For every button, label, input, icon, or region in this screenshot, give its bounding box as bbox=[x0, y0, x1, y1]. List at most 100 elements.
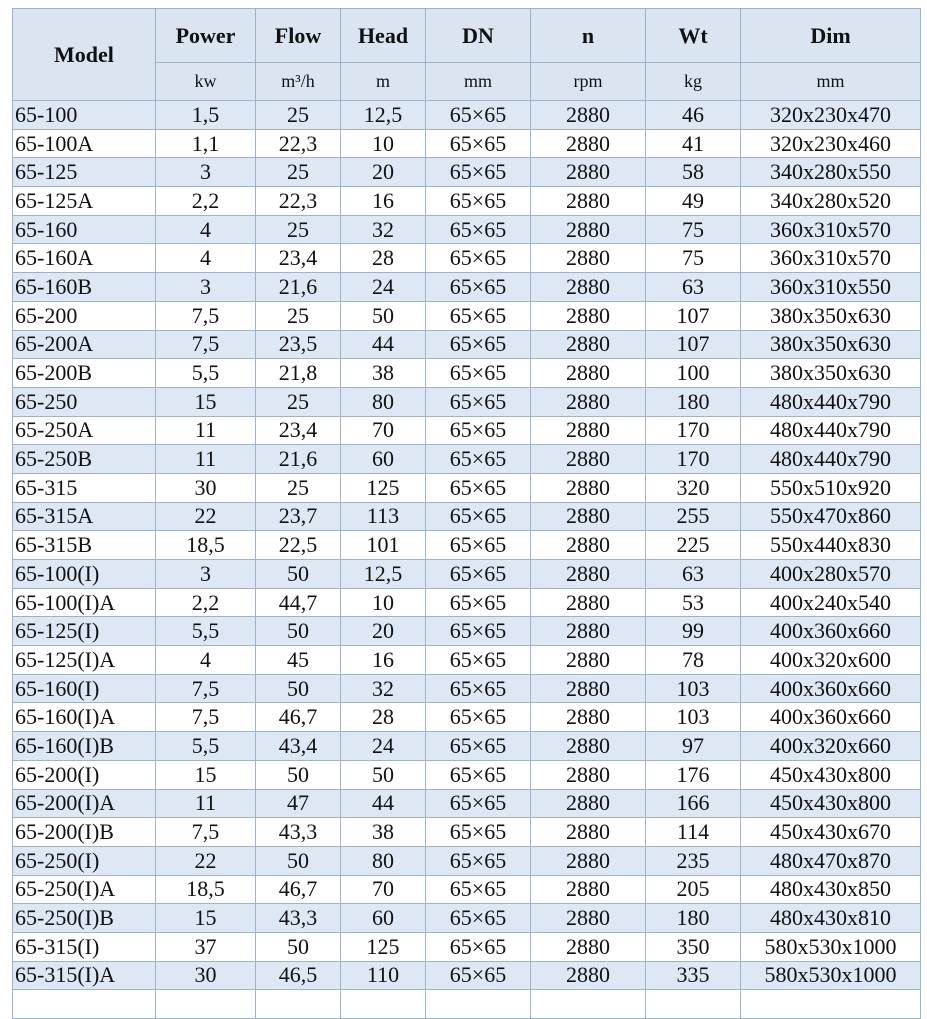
model-cell: 65-315B bbox=[12, 530, 156, 560]
data-cell: 22 bbox=[155, 845, 256, 876]
model-cell: 65-315(I)A bbox=[12, 960, 156, 991]
data-cell: 97 bbox=[645, 731, 741, 761]
data-cell: 22,3 bbox=[255, 186, 341, 216]
data-cell: 70 bbox=[340, 415, 426, 446]
model-cell: 65-125A bbox=[12, 186, 156, 216]
unit-cell: kw bbox=[155, 62, 256, 101]
data-cell: 22,5 bbox=[255, 530, 341, 560]
data-cell: 550x470x860 bbox=[740, 501, 921, 532]
data-row: 65-315B 18,5 22,5 101 65×65 2880 225 550x440x83… bbox=[12, 530, 921, 560]
data-cell: 170 bbox=[645, 444, 741, 474]
data-cell: 320 bbox=[645, 472, 741, 503]
spec-table: Model Power Flow Head DN n Wt Dim kw m³/h m mm rpm kg… bbox=[12, 8, 921, 1019]
data-cell: 80 bbox=[340, 386, 426, 417]
data-row: 65-160A 4 23,4 28 65×65 2880 75 360x310x570 bbox=[12, 243, 921, 274]
data-cell: 43,4 bbox=[255, 731, 341, 761]
data-cell: 75 bbox=[645, 214, 741, 245]
data-cell: 25 bbox=[255, 157, 341, 188]
model-cell: 65-200(I)B bbox=[12, 817, 156, 847]
data-row: 65-160B 3 21,6 24 65×65 2880 63 360x310x550 bbox=[12, 272, 921, 302]
data-cell: 65×65 bbox=[425, 530, 531, 560]
data-cell: 180 bbox=[645, 386, 741, 417]
data-cell: 2880 bbox=[530, 874, 646, 905]
model-cell: 65-160B bbox=[12, 272, 156, 302]
unit-cell: kg bbox=[645, 62, 741, 101]
data-cell: 5,5 bbox=[155, 358, 256, 388]
data-cell: 11 bbox=[155, 444, 256, 474]
data-cell: 44 bbox=[340, 329, 426, 360]
data-cell: 65×65 bbox=[425, 243, 531, 274]
data-cell: 176 bbox=[645, 759, 741, 790]
data-cell: 12,5 bbox=[340, 100, 426, 130]
data-cell: 44,7 bbox=[255, 587, 341, 618]
data-cell: 10 bbox=[340, 587, 426, 618]
data-cell: 2880 bbox=[530, 817, 646, 847]
data-cell: 2880 bbox=[530, 157, 646, 188]
data-cell: 65×65 bbox=[425, 472, 531, 503]
data-cell: 38 bbox=[340, 358, 426, 388]
data-cell: 2880 bbox=[530, 214, 646, 245]
header-cell: Head bbox=[340, 8, 426, 63]
header-cell: Wt bbox=[645, 8, 741, 63]
data-row: 65-200 7,5 25 50 65×65 2880 107 380x350x630 bbox=[12, 300, 921, 331]
data-cell: 380x350x630 bbox=[740, 329, 921, 360]
data-cell: 170 bbox=[645, 415, 741, 446]
model-cell: 65-250 bbox=[12, 386, 156, 417]
data-cell: 46 bbox=[645, 100, 741, 130]
data-row: 65-160 4 25 32 65×65 2880 75 360x310x570 bbox=[12, 214, 921, 245]
data-cell: 7,5 bbox=[155, 702, 256, 733]
model-cell: 65-160(I)B bbox=[12, 731, 156, 761]
data-row: 65-100(I)A 2,2 44,7 10 65×65 2880 53 400x240x54… bbox=[12, 587, 921, 618]
data-cell: 16 bbox=[340, 186, 426, 216]
model-cell: 65-200B bbox=[12, 358, 156, 388]
data-row: 65-200B 5,5 21,8 38 65×65 2880 100 380x350x630 bbox=[12, 358, 921, 388]
data-cell: 21,6 bbox=[255, 444, 341, 474]
data-cell: 2880 bbox=[530, 329, 646, 360]
empty-cell bbox=[155, 989, 256, 1019]
data-cell: 60 bbox=[340, 444, 426, 474]
data-cell: 103 bbox=[645, 702, 741, 733]
data-cell: 400x240x540 bbox=[740, 587, 921, 618]
data-cell: 480x440x790 bbox=[740, 415, 921, 446]
data-cell: 65×65 bbox=[425, 673, 531, 704]
data-cell: 2880 bbox=[530, 186, 646, 216]
data-cell: 340x280x550 bbox=[740, 157, 921, 188]
data-cell: 480x440x790 bbox=[740, 444, 921, 474]
data-cell: 65×65 bbox=[425, 157, 531, 188]
data-cell: 37 bbox=[155, 931, 256, 962]
empty-cell bbox=[425, 989, 531, 1019]
data-cell: 30 bbox=[155, 472, 256, 503]
data-cell: 235 bbox=[645, 845, 741, 876]
data-cell: 350 bbox=[645, 931, 741, 962]
data-cell: 24 bbox=[340, 272, 426, 302]
data-cell: 2880 bbox=[530, 444, 646, 474]
data-cell: 7,5 bbox=[155, 300, 256, 331]
data-cell: 180 bbox=[645, 903, 741, 933]
data-row: 65-160(I) 7,5 50 32 65×65 2880 103 400x360x660 bbox=[12, 673, 921, 704]
data-cell: 65×65 bbox=[425, 645, 531, 675]
data-row: 65-125A 2,2 22,3 16 65×65 2880 49 340x280x520 bbox=[12, 186, 921, 216]
model-cell: 65-200A bbox=[12, 329, 156, 360]
data-cell: 360x310x550 bbox=[740, 272, 921, 302]
data-cell: 580x530x1000 bbox=[740, 931, 921, 962]
data-cell: 65×65 bbox=[425, 874, 531, 905]
data-cell: 25 bbox=[255, 386, 341, 417]
data-cell: 2880 bbox=[530, 931, 646, 962]
model-cell: 65-100 bbox=[12, 100, 156, 130]
data-cell: 103 bbox=[645, 673, 741, 704]
data-cell: 2880 bbox=[530, 128, 646, 159]
data-cell: 46,7 bbox=[255, 874, 341, 905]
data-row: 65-200A 7,5 23,5 44 65×65 2880 107 380x350x630 bbox=[12, 329, 921, 360]
data-row: 65-125(I)A 4 45 16 65×65 2880 78 400x320x600 bbox=[12, 645, 921, 675]
data-cell: 21,6 bbox=[255, 272, 341, 302]
data-cell: 50 bbox=[255, 845, 341, 876]
header-cell: n bbox=[530, 8, 646, 63]
data-cell: 450x430x800 bbox=[740, 788, 921, 819]
data-cell: 7,5 bbox=[155, 673, 256, 704]
data-cell: 110 bbox=[340, 960, 426, 991]
data-cell: 50 bbox=[255, 559, 341, 589]
data-cell: 480x440x790 bbox=[740, 386, 921, 417]
data-cell: 2880 bbox=[530, 587, 646, 618]
data-cell: 11 bbox=[155, 788, 256, 819]
